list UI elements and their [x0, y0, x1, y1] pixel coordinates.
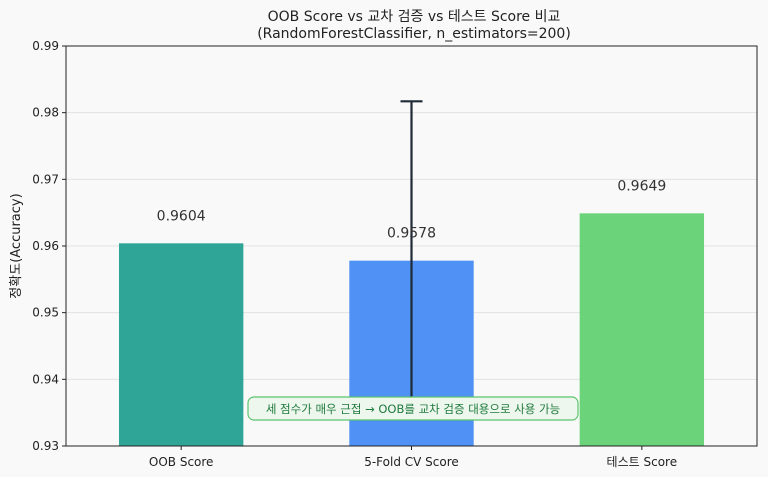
x-axis-ticks: OOB Score 5-Fold CV Score 테스트 Score — [149, 446, 677, 469]
y-tick-label: 0.96 — [32, 239, 59, 253]
y-tick-label: 0.95 — [32, 306, 59, 320]
chart-subtitle: (RandomForestClassifier, n_estimators=20… — [257, 26, 571, 42]
x-tick-label: OOB Score — [149, 455, 214, 469]
x-tick-label: 테스트 Score — [607, 455, 678, 469]
value-label: 0.9649 — [617, 178, 666, 194]
bar — [579, 213, 705, 446]
y-axis-ticks: 0.93 0.94 0.95 0.96 0.97 0.98 0.99 — [32, 39, 66, 453]
y-tick-label: 0.94 — [32, 372, 59, 386]
chart-title: OOB Score vs 교차 검증 vs 테스트 Score 비교 — [268, 9, 561, 25]
y-tick-label: 0.98 — [32, 106, 59, 120]
annotation-text: 세 점수가 매우 근접 → OOB를 교차 검증 대용으로 사용 가능 — [266, 402, 560, 416]
value-label: 0.9604 — [157, 208, 206, 224]
x-tick-label: 5-Fold CV Score — [364, 455, 459, 469]
y-tick-label: 0.97 — [32, 172, 59, 186]
value-labels: 0.9604 0.9578 0.9649 — [157, 178, 667, 241]
bar — [118, 243, 244, 446]
annotation-box: 세 점수가 매우 근접 → OOB를 교차 검증 대용으로 사용 가능 — [247, 396, 579, 421]
y-tick-label: 0.99 — [32, 39, 59, 53]
value-label: 0.9578 — [387, 226, 436, 242]
error-bars — [400, 100, 423, 420]
y-tick-label: 0.93 — [32, 439, 59, 453]
y-axis-label: 정확도(Accuracy) — [9, 193, 24, 298]
